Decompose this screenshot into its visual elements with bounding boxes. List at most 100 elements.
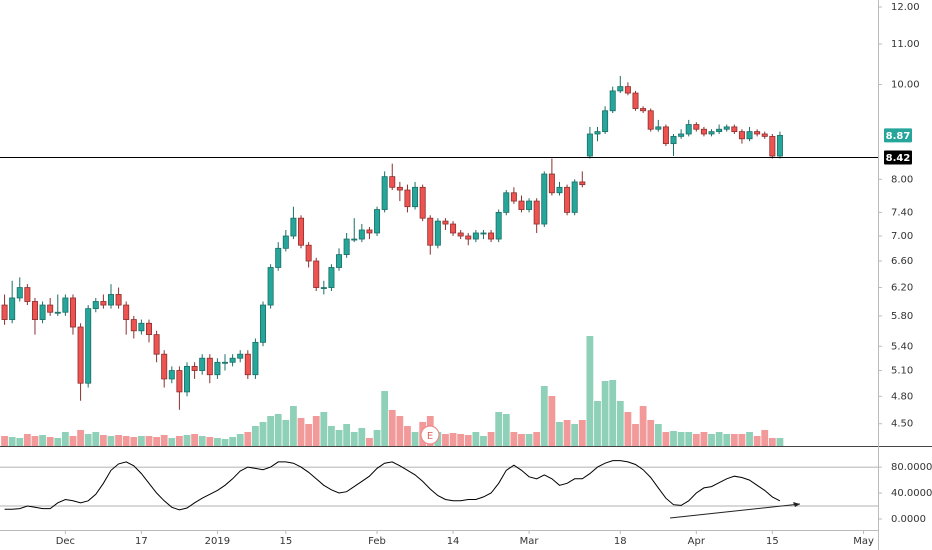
volume-bar <box>761 430 769 446</box>
volume-bar <box>107 436 115 446</box>
price-label-box <box>884 150 912 165</box>
volume-bar <box>639 406 647 446</box>
volume-bar <box>753 436 761 446</box>
volume-bar <box>366 438 373 446</box>
candle-body <box>716 128 723 133</box>
candle-body <box>1 304 8 320</box>
oscillator-line <box>4 460 781 511</box>
y-tick-label: 6.20 <box>891 283 913 294</box>
candle-body <box>640 108 647 112</box>
volume-bar <box>358 428 366 446</box>
price-label-box <box>884 128 912 143</box>
volume-bar <box>510 432 518 446</box>
volume-bar <box>328 426 335 446</box>
volume-bar <box>183 435 191 446</box>
volume-bar <box>267 416 275 446</box>
candle-body <box>92 301 99 310</box>
volume-bar <box>39 435 46 446</box>
candle-body <box>586 133 593 157</box>
volume-bar <box>206 437 214 446</box>
price-panel <box>0 76 878 446</box>
candle-body <box>275 247 282 268</box>
volume-bar <box>312 416 320 446</box>
candle-body <box>77 326 84 384</box>
y2-tick-label: 0.0000 <box>891 514 926 525</box>
volume-bar <box>31 436 39 446</box>
candle-body <box>123 304 130 320</box>
volume-bar <box>252 426 259 446</box>
candle-body <box>381 176 388 210</box>
volume-bar <box>768 438 776 446</box>
volume-bar <box>77 430 84 446</box>
x-tick-label: Mar <box>520 536 540 547</box>
candle-body <box>222 361 229 364</box>
volume-bar <box>115 435 122 446</box>
candle-body <box>564 186 571 213</box>
candle-body <box>214 361 221 376</box>
volume-bar <box>122 436 130 446</box>
volume-bar <box>350 432 358 446</box>
candle-body <box>229 357 236 363</box>
candle-body <box>723 126 730 130</box>
candle-body <box>107 294 114 306</box>
candle-body <box>358 229 365 240</box>
candle-body <box>579 181 586 186</box>
volume-bar <box>221 439 229 446</box>
volume-bar <box>548 396 556 446</box>
candle-body <box>533 200 540 225</box>
candle-body <box>39 304 46 320</box>
candle-body <box>503 192 510 213</box>
volume-bar <box>746 432 753 446</box>
volume-bar <box>373 430 381 446</box>
volume-bar <box>16 438 24 446</box>
candle-body <box>244 353 251 376</box>
candle-body <box>260 304 267 343</box>
candle-body <box>693 124 700 130</box>
candle-body <box>115 294 122 306</box>
candle-body <box>556 186 563 194</box>
x-tick-label: May <box>853 536 874 547</box>
volume-bar <box>730 434 738 446</box>
volume-bar <box>525 434 533 446</box>
candle-body <box>237 353 244 359</box>
candle-body <box>731 126 738 133</box>
volume-bar <box>708 434 715 446</box>
candle-body <box>31 301 38 320</box>
candle-body <box>541 173 548 225</box>
candle-body <box>624 86 631 94</box>
volume-bar <box>145 436 153 446</box>
volume-bar <box>23 434 31 446</box>
candle-body <box>655 126 662 130</box>
volume-bar <box>457 434 465 446</box>
volume-bar <box>381 391 389 446</box>
y-tick-label: 4.50 <box>891 419 913 430</box>
candle-body <box>343 238 350 256</box>
candle-body <box>54 311 61 314</box>
candle-body <box>609 90 616 112</box>
x-tick-label: 15 <box>766 536 779 547</box>
volume-bar <box>92 432 100 446</box>
volume-bar <box>677 432 685 446</box>
candle-body <box>404 189 411 208</box>
volume-bar <box>282 420 290 446</box>
candle-body <box>298 217 305 246</box>
volume-bar <box>274 414 282 446</box>
y-tick-label: 6.60 <box>891 256 913 267</box>
candle-body <box>450 223 457 234</box>
volume-bar <box>472 432 480 446</box>
candle-body <box>427 217 434 246</box>
candle-body <box>313 260 320 288</box>
candle-body <box>419 186 426 219</box>
volume-bar <box>502 414 510 446</box>
volume-bar <box>654 424 662 446</box>
candle-body <box>526 200 533 210</box>
candle-body <box>24 287 31 302</box>
y-tick-label: 7.00 <box>891 231 913 242</box>
candle-body <box>434 220 441 246</box>
candle-body <box>176 370 183 393</box>
candle-body <box>746 131 753 140</box>
candle-body <box>184 365 191 393</box>
y-tick-label: 5.40 <box>891 341 913 352</box>
event-circle <box>420 425 440 445</box>
